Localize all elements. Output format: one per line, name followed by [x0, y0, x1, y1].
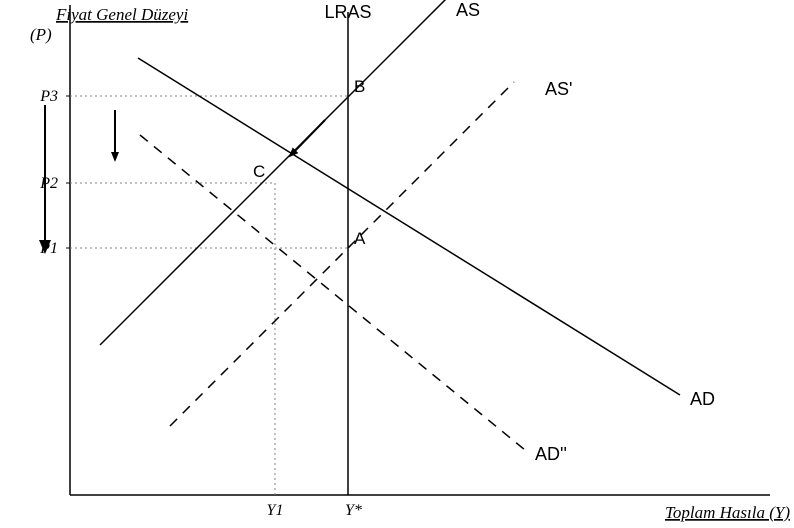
- point-c-label: C: [253, 162, 265, 181]
- ad-double-label: AD'': [535, 444, 567, 464]
- ad-label: AD: [690, 389, 715, 409]
- y-axis-label: Fiyat Genel Düzeyi: [55, 5, 188, 24]
- y-axis-label-sub: (P): [30, 25, 52, 44]
- x-axis-label: Toplam Hasıla (Y): [665, 503, 790, 522]
- lras-label: LRAS: [324, 2, 371, 22]
- tick-p2: P2: [39, 175, 58, 192]
- as-prime-label: AS': [545, 79, 572, 99]
- tick-ystar: Y*: [345, 502, 362, 519]
- ad-double-curve: [140, 135, 525, 450]
- as-curve: [100, 0, 470, 345]
- shift-arrow-bc: [290, 120, 325, 156]
- point-a-label: A: [354, 229, 366, 248]
- point-b-label: B: [354, 77, 365, 96]
- diagram-svg: Fiyat Genel Düzeyi (P) Toplam Hasıla (Y)…: [0, 0, 794, 528]
- tick-y1: Y1: [267, 502, 284, 519]
- as-prime-curve: [170, 82, 514, 426]
- as-label: AS: [456, 0, 480, 20]
- tick-p3: P3: [39, 88, 58, 105]
- economics-diagram: Fiyat Genel Düzeyi (P) Toplam Hasıla (Y)…: [0, 0, 794, 528]
- tick-p1: P1: [39, 240, 58, 257]
